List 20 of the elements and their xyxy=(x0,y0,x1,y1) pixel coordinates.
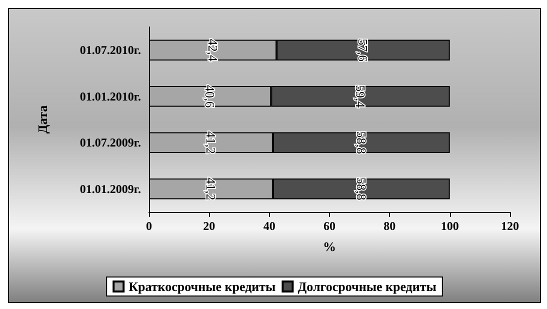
data-label: 57,6 xyxy=(356,38,371,62)
x-tick-label: 40 xyxy=(263,219,276,233)
legend-label: Долгосрочные кредиты xyxy=(298,279,436,294)
x-tick-label: 0 xyxy=(146,219,152,233)
legend-label: Краткосрочные кредиты xyxy=(128,279,276,294)
x-axis-title: % xyxy=(323,239,336,254)
data-label: 42,4 xyxy=(205,38,220,62)
y-tick-label: 01.07.2009г. xyxy=(80,136,141,150)
x-tick-label: 60 xyxy=(324,219,336,233)
x-tick-label: 20 xyxy=(203,219,216,233)
y-axis-title: Дата xyxy=(35,104,50,134)
y-tick-label: 01.07.2010г. xyxy=(80,43,141,58)
data-label: 40,6 xyxy=(202,85,218,108)
y-tick-label: 01.01.2010г. xyxy=(80,89,141,104)
x-tick-label: 100 xyxy=(440,219,459,233)
data-label: 41,2 xyxy=(203,178,218,200)
x-tick-label: 120 xyxy=(501,219,519,233)
data-label: 58,8 xyxy=(354,178,369,200)
y-tick-label: 01.01.2009г. xyxy=(80,182,141,196)
x-tick-label: 80 xyxy=(384,219,396,233)
